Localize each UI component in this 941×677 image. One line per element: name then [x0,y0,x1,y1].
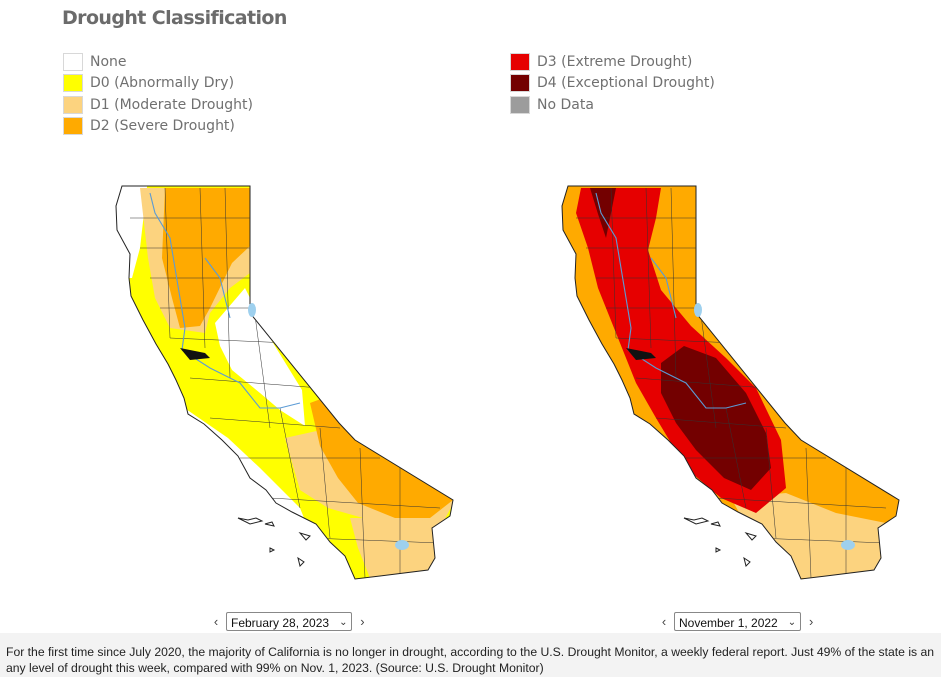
salton-sea [395,540,409,550]
d4-zone-central-valley [661,346,771,490]
lake-tahoe [248,303,256,317]
next-date-icon[interactable]: › [808,614,814,629]
bay-area [180,348,210,360]
prev-date-icon[interactable]: ‹ [661,614,667,629]
legend-swatch [510,52,530,71]
legend-item-no-data: No Data [510,94,715,116]
date-control-left: ‹ February 28, 2023 ⌄ › [209,612,369,631]
legend-label: D0 (Abnormally Dry) [90,75,235,92]
none-zone-sierra [215,288,305,426]
chevron-down-icon: ⌄ [339,617,348,628]
legend-label: No Data [537,96,594,113]
legend-swatch [63,74,83,93]
d4-zone-north [590,188,616,238]
date-select-right[interactable]: November 1, 2022 ⌄ [674,612,802,631]
legend-label: None [90,53,127,70]
legend-right: D3 (Extreme Drought) D4 (Exceptional Dro… [510,51,715,116]
channel-islands [237,517,311,567]
legend-swatch [63,95,83,114]
d2-zone-north [162,188,250,328]
salton-sea [841,540,855,550]
legend-swatch [510,95,530,114]
caption: For the first time since July 2020, the … [0,633,941,677]
legend-swatch [63,52,83,71]
california-drought-map-nov-2022 [561,185,900,580]
bay-area [626,348,656,360]
state-outline [115,185,454,580]
next-date-icon[interactable]: › [360,614,365,629]
legend-left: None D0 (Abnormally Dry) D1 (Moderate Dr… [63,51,253,137]
legend-title: Drought Classification [62,7,287,29]
channel-islands [683,517,757,567]
california-drought-map-feb-2023 [115,185,454,580]
legend-label: D1 (Moderate Drought) [90,96,254,113]
prev-date-icon[interactable]: ‹ [213,614,219,629]
county-lines [130,187,441,579]
lake-tahoe [694,303,702,317]
legend-item-d0: D0 (Abnormally Dry) [63,73,253,95]
legend-item-d4: D4 (Exceptional Drought) [510,73,715,95]
legend-item-d3: D3 (Extreme Drought) [510,51,715,73]
date-select-value: February 28, 2023 [231,615,330,630]
state-outline [561,185,900,580]
chevron-down-icon: ⌄ [787,617,797,628]
date-select-value: November 1, 2022 [679,615,778,630]
legend-label: D4 (Exceptional Drought) [537,75,715,92]
legend-swatch [63,117,83,136]
county-lines [576,187,887,579]
legend-label: D2 (Severe Drought) [90,118,235,135]
rivers [149,192,301,409]
rivers [595,192,747,409]
date-select-left[interactable]: February 28, 2023 ⌄ [226,612,353,631]
legend-item-d2: D2 (Severe Drought) [63,116,253,138]
date-control-right: ‹ November 1, 2022 ⌄ › [657,612,818,631]
legend-label: D3 (Extreme Drought) [537,53,693,70]
legend-swatch [510,74,530,93]
legend-item-none: None [63,51,253,73]
legend-item-d1: D1 (Moderate Drought) [63,94,253,116]
